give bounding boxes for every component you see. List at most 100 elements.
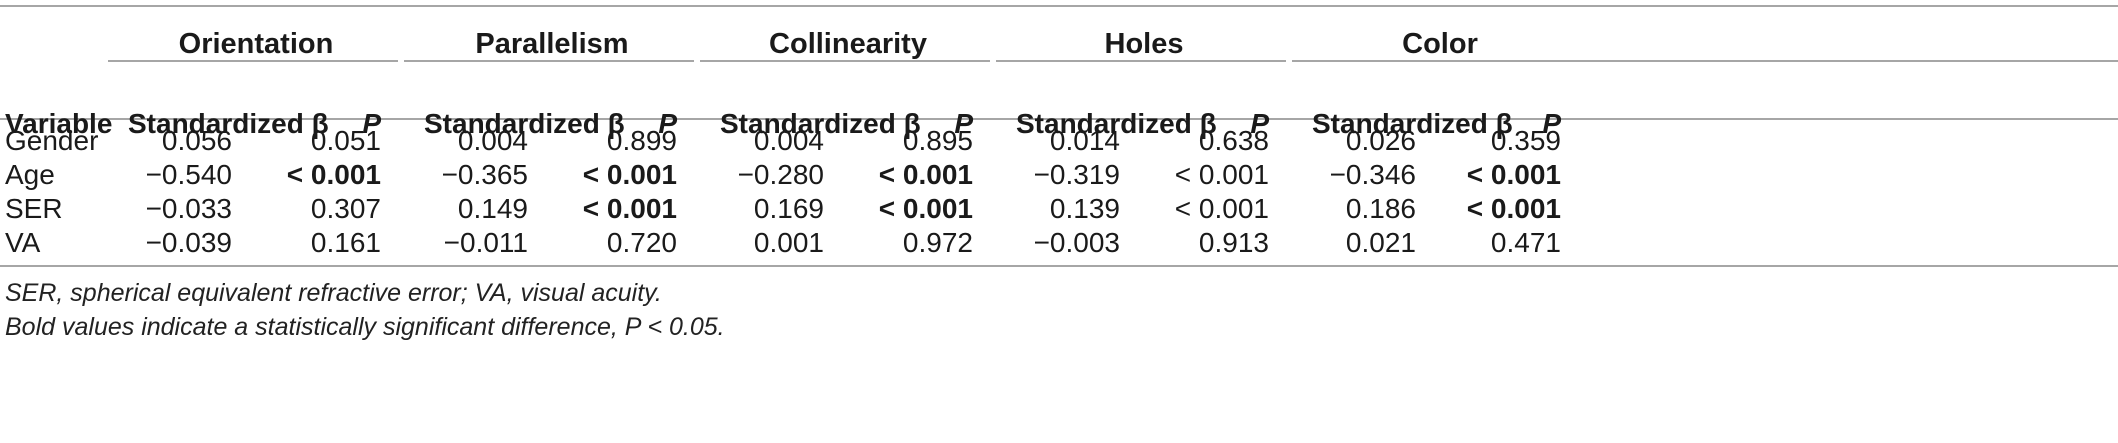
p-value-cell: < 0.001 bbox=[537, 154, 677, 196]
group-rule-collinearity bbox=[700, 60, 990, 62]
beta-cell: 0.139 bbox=[1049, 193, 1120, 224]
group-rule-parallelism bbox=[404, 60, 694, 62]
row-label: VA bbox=[5, 227, 41, 258]
p-value-cell: 0.471 bbox=[1421, 222, 1561, 264]
row-label: Age bbox=[5, 159, 55, 190]
beta-cell: 0.186 bbox=[1345, 193, 1416, 224]
group-header-holes: Holes bbox=[1104, 28, 1184, 60]
beta-cell: −0.039 bbox=[145, 227, 232, 258]
beta-cell: −0.365 bbox=[441, 159, 528, 190]
p-value: 0.001 bbox=[902, 159, 973, 190]
p-value: 0.895 bbox=[902, 125, 973, 156]
p-value-cell: < 0.001 bbox=[241, 154, 381, 196]
p-value-cell: 0.359 bbox=[1421, 120, 1561, 162]
group-rule-holes bbox=[996, 60, 1286, 62]
beta-header-holes: Standardized β bbox=[1016, 108, 1217, 139]
p-value-prefix: < bbox=[286, 159, 311, 190]
beta-cell: −0.280 bbox=[737, 159, 824, 190]
p-header-collinearity: P bbox=[954, 108, 973, 139]
beta-header-parallelism: Standardized β bbox=[424, 108, 625, 139]
beta-cell: −0.003 bbox=[1033, 227, 1120, 258]
p-value: 0.161 bbox=[310, 227, 381, 258]
beta-cell: −0.033 bbox=[145, 193, 232, 224]
p-value: 0.001 bbox=[1198, 193, 1269, 224]
row-label: SER bbox=[5, 193, 63, 224]
p-value-cell: < 0.001 bbox=[1421, 188, 1561, 230]
p-value-cell: < 0.001 bbox=[833, 154, 973, 196]
p-value-cell: 0.895 bbox=[833, 120, 973, 162]
p-value: 0.720 bbox=[606, 227, 677, 258]
p-value: 0.001 bbox=[606, 159, 677, 190]
p-value-cell: 0.913 bbox=[1129, 222, 1269, 264]
p-value-prefix: < bbox=[582, 193, 607, 224]
p-value-cell: < 0.001 bbox=[1421, 154, 1561, 196]
p-value-cell: 0.899 bbox=[537, 120, 677, 162]
p-header-parallelism: P bbox=[658, 108, 677, 139]
p-value-prefix: < bbox=[582, 159, 607, 190]
variable-header: Variable bbox=[5, 108, 113, 139]
p-value-cell: < 0.001 bbox=[833, 188, 973, 230]
p-value: 0.001 bbox=[1490, 159, 1561, 190]
group-header-color: Color bbox=[1402, 28, 1478, 60]
p-value-cell: 0.051 bbox=[241, 120, 381, 162]
p-value: 0.001 bbox=[606, 193, 677, 224]
p-value-cell: 0.720 bbox=[537, 222, 677, 264]
group-header-collinearity: Collinearity bbox=[769, 28, 927, 60]
header-rule bbox=[0, 118, 2118, 120]
top-rule bbox=[0, 5, 2118, 7]
group-rule-orientation bbox=[108, 60, 398, 62]
beta-cell: −0.011 bbox=[443, 227, 528, 258]
group-rule-color bbox=[1292, 60, 2118, 62]
p-header-holes: P bbox=[1250, 108, 1269, 139]
row-label: Gender bbox=[5, 125, 99, 156]
p-value: 0.638 bbox=[1198, 125, 1269, 156]
p-value: 0.307 bbox=[310, 193, 381, 224]
beta-cell: 0.021 bbox=[1345, 227, 1416, 258]
p-value: 0.471 bbox=[1490, 227, 1561, 258]
p-value: 0.913 bbox=[1198, 227, 1269, 258]
p-value-cell: 0.161 bbox=[241, 222, 381, 264]
p-value: 0.001 bbox=[902, 193, 973, 224]
p-value: 0.972 bbox=[902, 227, 973, 258]
p-value-cell: < 0.001 bbox=[1129, 188, 1269, 230]
p-value-prefix: < bbox=[1174, 193, 1199, 224]
p-value: 0.001 bbox=[1490, 193, 1561, 224]
p-value-cell: < 0.001 bbox=[537, 188, 677, 230]
p-value-cell: 0.972 bbox=[833, 222, 973, 264]
p-value-cell: < 0.001 bbox=[1129, 154, 1269, 196]
beta-cell: 0.001 bbox=[753, 227, 824, 258]
p-header-orientation: P bbox=[362, 108, 381, 139]
group-header-parallelism: Parallelism bbox=[475, 28, 629, 60]
beta-cell: 0.004 bbox=[753, 125, 824, 156]
beta-cell: −0.319 bbox=[1033, 159, 1120, 190]
footnote-bold-note: Bold values indicate a statistically sig… bbox=[5, 313, 725, 341]
beta-header-orientation: Standardized β bbox=[128, 108, 329, 139]
beta-header-color: Standardized β bbox=[1312, 108, 1513, 139]
p-value-prefix: < bbox=[878, 193, 903, 224]
p-value-prefix: < bbox=[1174, 159, 1199, 190]
p-value: 0.051 bbox=[310, 125, 381, 156]
beta-cell: 0.169 bbox=[753, 193, 824, 224]
p-value: 0.899 bbox=[606, 125, 677, 156]
p-value-prefix: < bbox=[1466, 159, 1491, 190]
beta-cell: 0.026 bbox=[1345, 125, 1416, 156]
p-value: 0.359 bbox=[1490, 125, 1561, 156]
beta-cell: −0.346 bbox=[1329, 159, 1416, 190]
p-value: 0.001 bbox=[1198, 159, 1269, 190]
beta-cell: 0.149 bbox=[457, 193, 528, 224]
beta-cell: 0.056 bbox=[161, 125, 232, 156]
beta-header-collinearity: Standardized β bbox=[720, 108, 921, 139]
p-value-prefix: < bbox=[1466, 193, 1491, 224]
p-value-cell: 0.307 bbox=[241, 188, 381, 230]
footnote-abbreviations: SER, spherical equivalent refractive err… bbox=[5, 279, 662, 307]
p-header-color: P bbox=[1542, 108, 1561, 139]
bottom-rule bbox=[0, 265, 2118, 267]
p-value-cell: 0.638 bbox=[1129, 120, 1269, 162]
beta-cell: 0.014 bbox=[1049, 125, 1120, 156]
p-value-prefix: < bbox=[878, 159, 903, 190]
beta-cell: 0.004 bbox=[457, 125, 528, 156]
p-value: 0.001 bbox=[310, 159, 381, 190]
beta-cell: −0.540 bbox=[145, 159, 232, 190]
group-header-orientation: Orientation bbox=[178, 28, 334, 60]
